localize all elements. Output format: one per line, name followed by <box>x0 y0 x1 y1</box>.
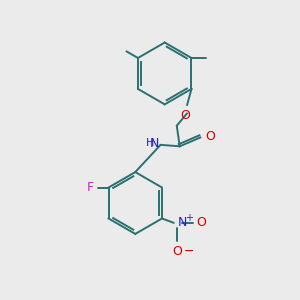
Text: N: N <box>177 216 187 230</box>
Text: +: + <box>185 214 193 224</box>
Text: O: O <box>172 245 182 258</box>
Text: O: O <box>196 216 206 230</box>
Text: O: O <box>181 109 190 122</box>
Text: −: − <box>183 245 194 258</box>
Text: H: H <box>146 138 154 148</box>
Text: F: F <box>87 181 94 194</box>
Text: N: N <box>150 137 159 150</box>
Text: O: O <box>206 130 215 142</box>
